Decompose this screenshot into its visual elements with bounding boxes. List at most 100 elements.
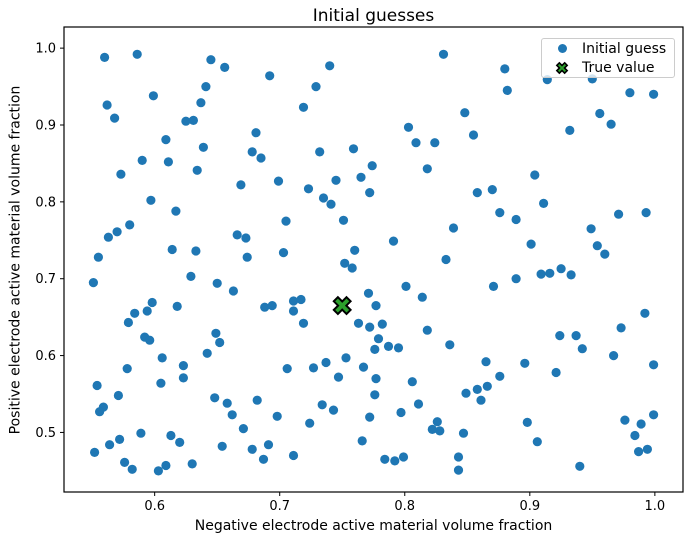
scatter-point — [288, 450, 299, 461]
scatter-point — [472, 384, 482, 394]
chart-title: Initial guesses — [312, 6, 435, 26]
scatter-point — [427, 424, 437, 434]
scatter-point — [308, 363, 319, 373]
scatter-point — [247, 147, 257, 157]
scatter-point — [148, 91, 158, 101]
scatter-point — [551, 367, 561, 378]
scatter-point — [315, 147, 325, 157]
scatter-point — [642, 444, 653, 454]
scatter-point — [430, 138, 440, 148]
scatter-point — [167, 244, 177, 255]
scatter-point — [100, 52, 110, 63]
scatter-point — [272, 411, 282, 421]
scatter-point — [625, 88, 635, 98]
scatter-point — [212, 278, 222, 288]
scatter-point — [453, 452, 464, 462]
scatter-point — [383, 341, 394, 351]
scatter-point — [649, 360, 659, 370]
scatter-point — [614, 209, 624, 219]
x-axis-label: Negative electrode active material volum… — [194, 518, 553, 534]
dot-icon — [557, 44, 567, 53]
scatter-point — [281, 216, 291, 226]
legend-marker-cell — [542, 59, 582, 77]
scatter-point — [556, 264, 566, 274]
scatter-point — [222, 398, 232, 408]
scatter-point — [403, 122, 414, 132]
scatter-point — [411, 138, 421, 148]
scatter-point — [373, 334, 384, 344]
scatter-point — [401, 281, 411, 291]
scatter-point — [198, 142, 208, 152]
scatter-point — [438, 49, 449, 59]
scatter-point — [472, 188, 482, 198]
scatter-point — [565, 125, 575, 135]
scatter-point — [511, 214, 521, 225]
scatter-point — [251, 128, 261, 138]
scatter-point — [217, 441, 227, 451]
scatter-point — [566, 270, 576, 280]
scatter-point — [318, 193, 329, 203]
legend-row-true-value: True value — [542, 59, 674, 77]
scatter-point — [370, 390, 380, 400]
scatter-point — [273, 176, 284, 186]
legend-marker-cell — [542, 44, 582, 53]
scatter-point — [357, 436, 367, 446]
scatter-point — [458, 428, 469, 438]
scatter-point — [396, 407, 406, 418]
scatter-point — [175, 437, 185, 447]
scatter-point — [93, 252, 103, 262]
scatter-point — [461, 388, 471, 398]
scatter-point — [120, 457, 130, 467]
scatter-point — [417, 292, 427, 302]
x-tick-label: 1.0 — [645, 499, 666, 514]
scatter-point — [256, 153, 266, 163]
scatter-point — [137, 155, 147, 165]
axes-frame — [63, 26, 684, 493]
scatter-point — [95, 407, 105, 417]
scatter-point — [539, 198, 549, 208]
scatter-point — [321, 357, 331, 368]
scatter-point — [215, 337, 225, 348]
scatter-point — [495, 208, 505, 218]
scatter-point — [338, 215, 349, 225]
scatter-point — [488, 281, 499, 291]
scatter-point — [110, 113, 120, 123]
scatter-point — [116, 169, 126, 179]
scatter-point — [481, 357, 491, 367]
scatter-point — [476, 395, 486, 405]
scatter-point — [206, 55, 216, 65]
legend-row-initial-guess: Initial guess — [542, 40, 674, 58]
scatter-point — [370, 344, 380, 354]
scatter-point — [422, 325, 432, 335]
scatter-point — [146, 195, 156, 205]
y-axis-label: Positive electrode active material volum… — [7, 85, 24, 434]
true-value-marker — [332, 295, 353, 316]
scatter-point — [526, 239, 536, 249]
x-tick-label: 0.8 — [394, 499, 415, 514]
scatter-point — [153, 466, 163, 476]
scatter-point — [640, 308, 650, 318]
scatter-point — [232, 230, 242, 240]
scatter-point — [393, 343, 404, 353]
scatter-point — [172, 301, 182, 311]
scatter-point — [102, 100, 112, 110]
scatter-point — [132, 49, 142, 59]
scatter-point — [453, 465, 464, 475]
scatter-point — [115, 434, 125, 444]
scatter-point — [227, 410, 237, 420]
scatter-point — [358, 362, 369, 372]
scatter-point — [156, 378, 166, 388]
scatter-point — [482, 381, 492, 391]
scatter-point — [90, 447, 100, 457]
scatter-point — [445, 340, 455, 350]
scatter-point — [641, 208, 651, 218]
scatter-point — [247, 444, 257, 454]
scatter-point — [634, 447, 644, 457]
y-tick-label: 0.6 — [35, 349, 56, 364]
scatter-point — [606, 119, 616, 129]
scatter-point — [171, 206, 181, 216]
scatter-point — [502, 85, 512, 95]
scatter-point — [413, 399, 424, 409]
